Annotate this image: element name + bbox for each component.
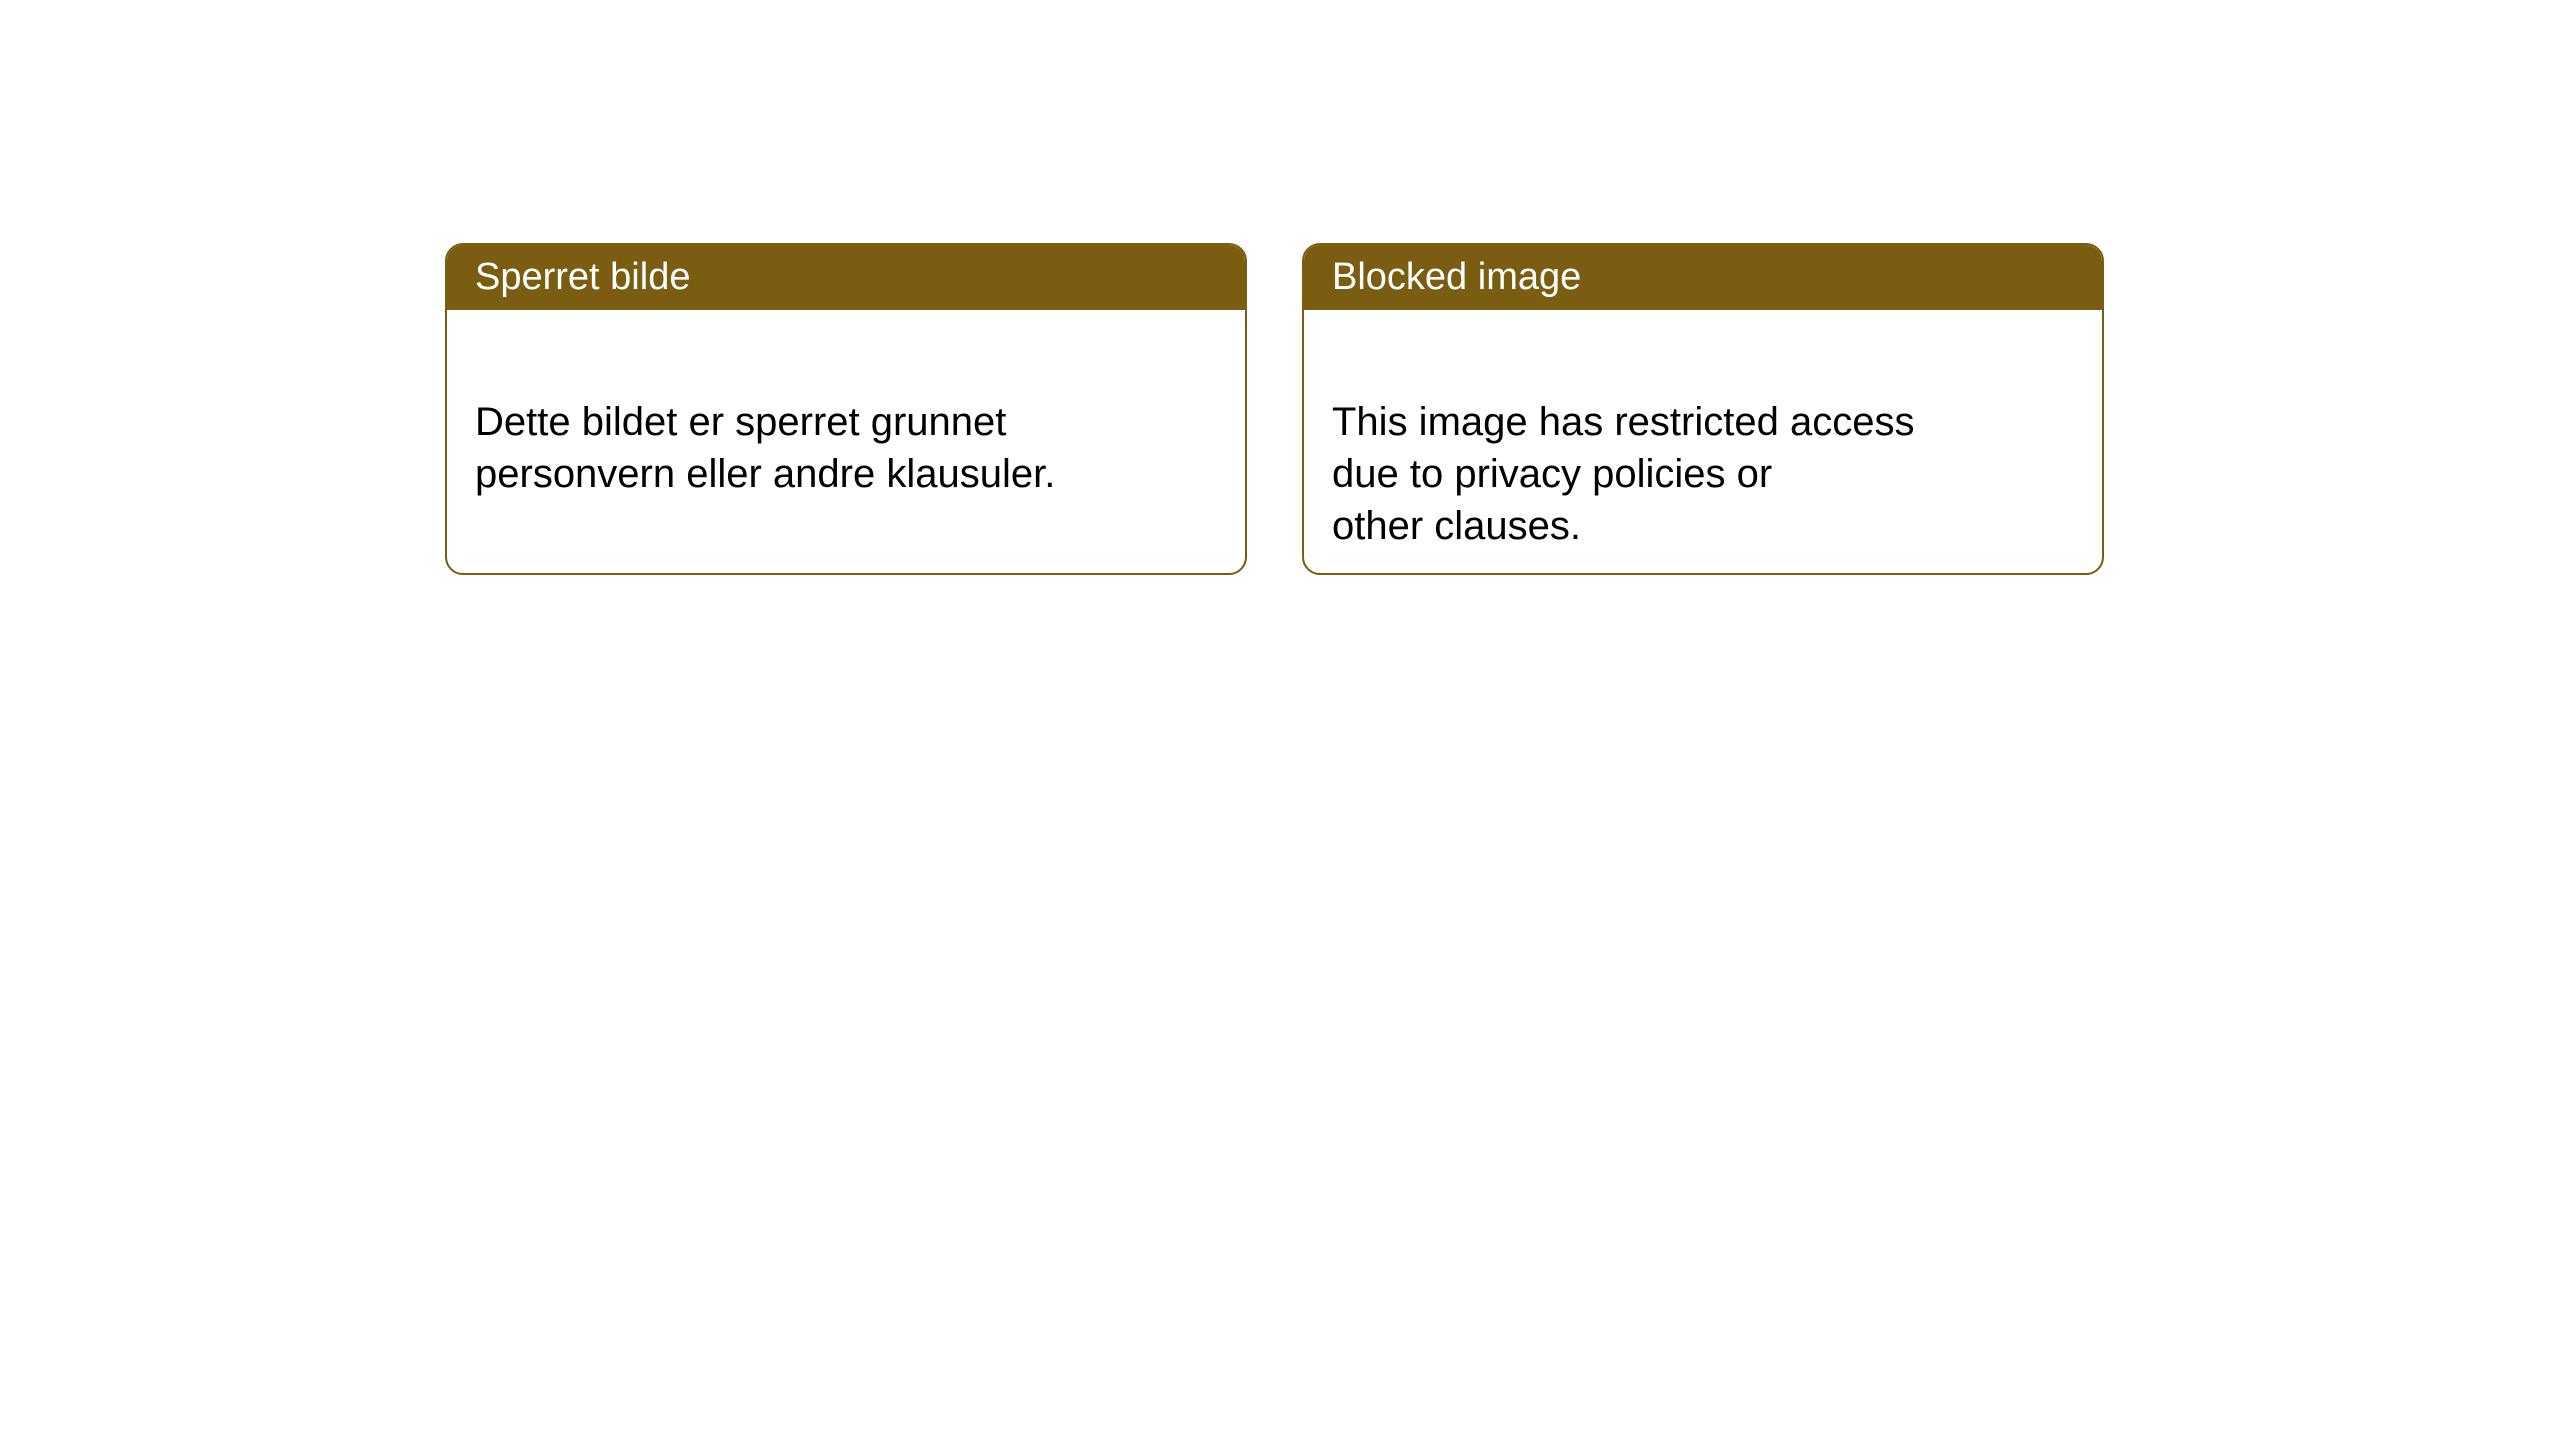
notice-title: Sperret bilde	[475, 256, 690, 298]
notice-body-text: This image has restricted access due to …	[1332, 400, 1914, 548]
notice-header: Sperret bilde	[447, 245, 1245, 310]
notice-card-norwegian: Sperret bilde Dette bildet er sperret gr…	[445, 243, 1247, 575]
notice-body: This image has restricted access due to …	[1304, 310, 2102, 575]
notice-header: Blocked image	[1304, 245, 2102, 310]
notice-body: Dette bildet er sperret grunnet personve…	[447, 310, 1245, 534]
notice-container: Sperret bilde Dette bildet er sperret gr…	[445, 243, 2104, 575]
notice-card-english: Blocked image This image has restricted …	[1302, 243, 2104, 575]
notice-title: Blocked image	[1332, 256, 1581, 298]
notice-body-text: Dette bildet er sperret grunnet personve…	[475, 400, 1055, 496]
